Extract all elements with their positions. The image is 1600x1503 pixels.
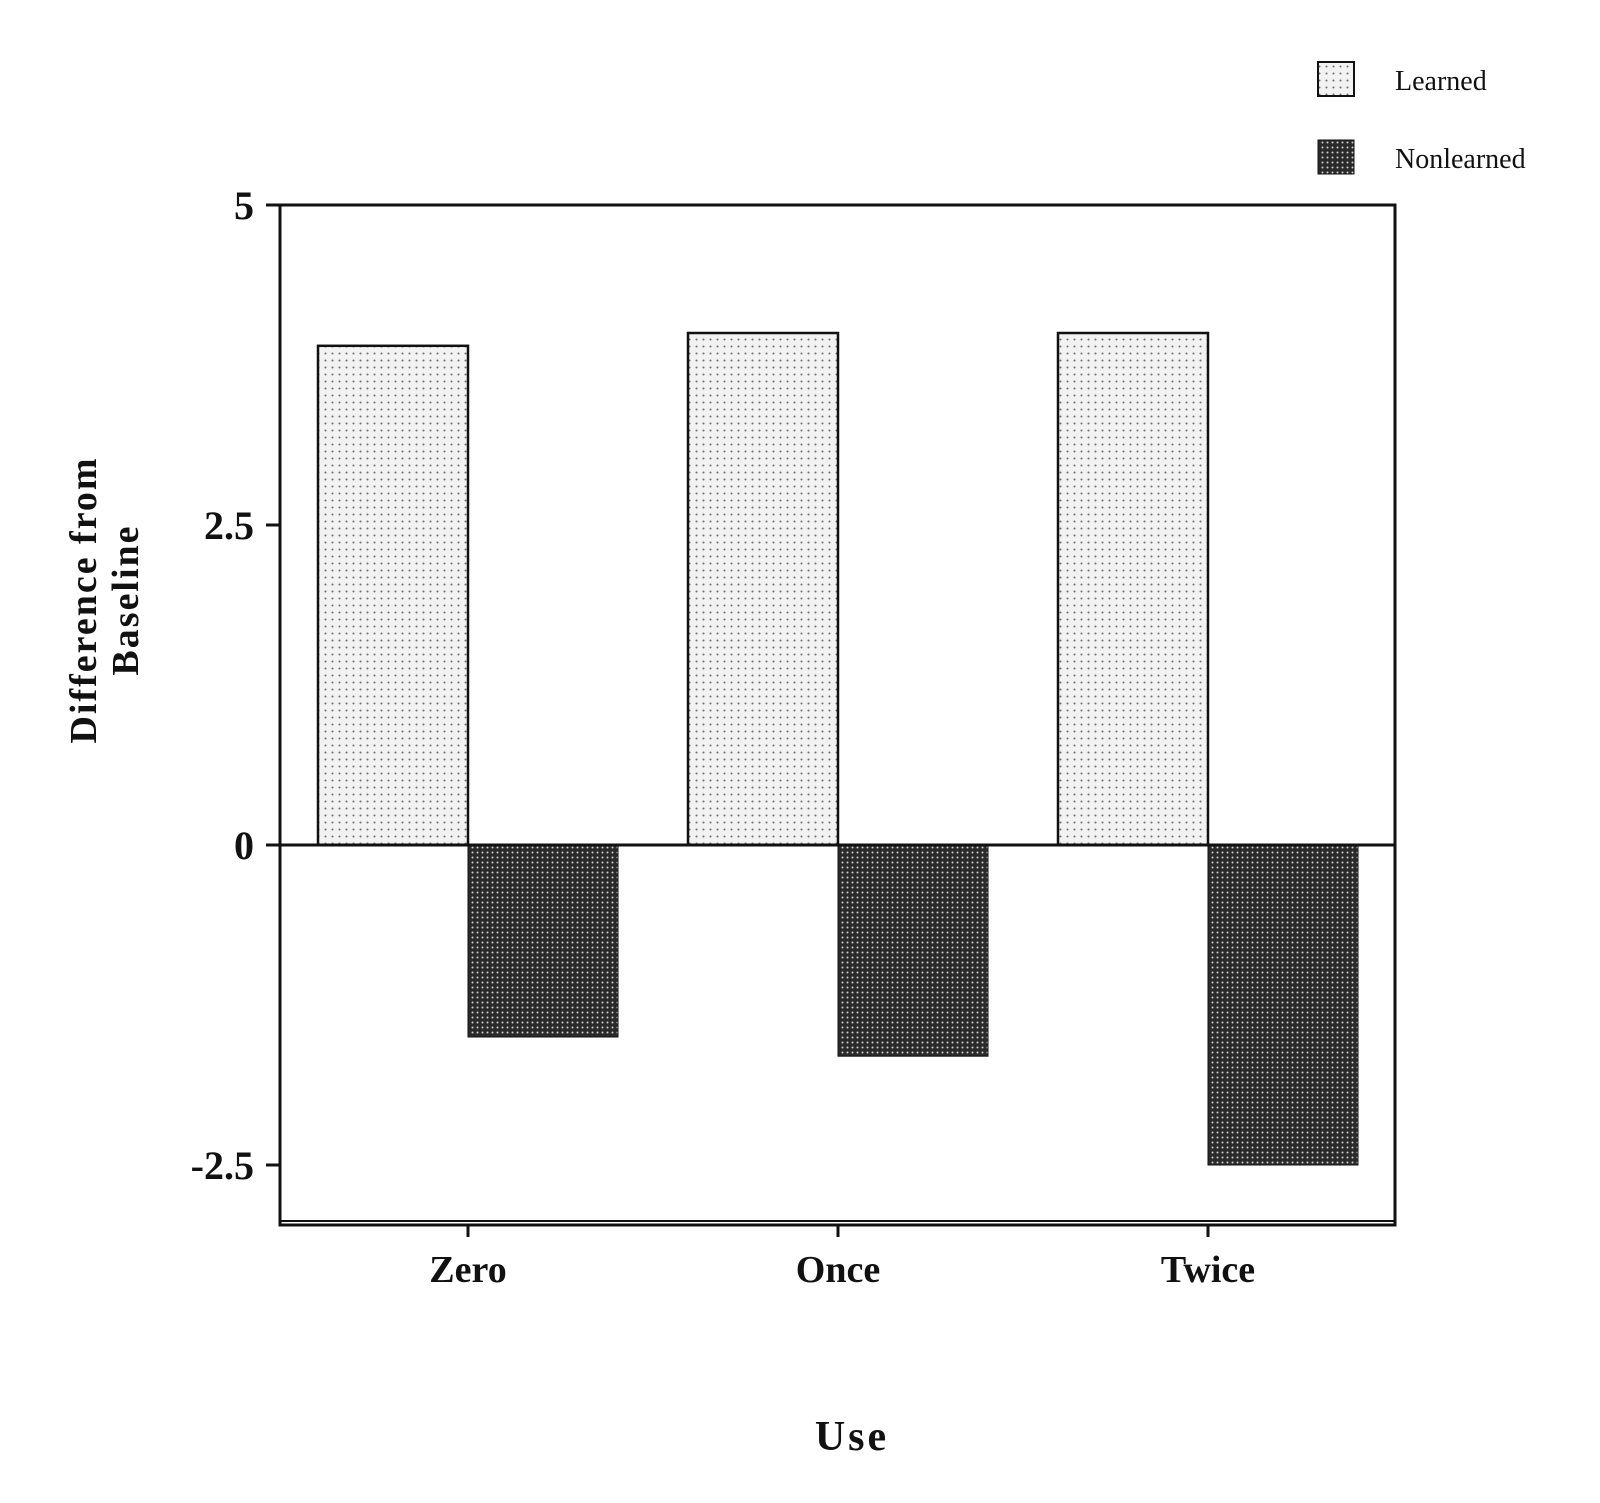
x-tick-label-zero: Zero [429, 1249, 506, 1291]
x-axis-title: Use [815, 1414, 889, 1460]
y-axis: 5 2.5 0 -2.5 [191, 183, 280, 1188]
bar-learned-twice [1056, 331, 1210, 847]
legend-label-nonlearned: Nonlearned [1395, 144, 1526, 175]
y-tick-label: 2.5 [204, 503, 254, 548]
legend: Learned Nonlearned [1317, 61, 1526, 175]
y-axis-title-line-2: Baseline [105, 524, 147, 675]
y-axis-title-line-1: Difference from [63, 456, 105, 743]
y-tick-label: 5 [234, 183, 254, 228]
bars-group [316, 331, 1359, 1166]
x-tick-label-twice: Twice [1161, 1249, 1255, 1291]
x-axis: Zero Once Twice [429, 1225, 1255, 1291]
bar-nonlearned-twice [1207, 844, 1359, 1166]
y-tick-label: 0 [234, 823, 254, 868]
legend-swatch-learned [1317, 61, 1355, 97]
y-tick-label: -2.5 [191, 1143, 254, 1188]
bar-nonlearned-zero [467, 844, 619, 1038]
legend-swatch-nonlearned [1317, 139, 1355, 175]
legend-label-learned: Learned [1395, 66, 1487, 97]
bar-learned-zero [316, 344, 470, 847]
x-tick-label-once: Once [796, 1249, 880, 1291]
bar-learned-once [686, 331, 840, 847]
bar-nonlearned-once [837, 844, 989, 1057]
